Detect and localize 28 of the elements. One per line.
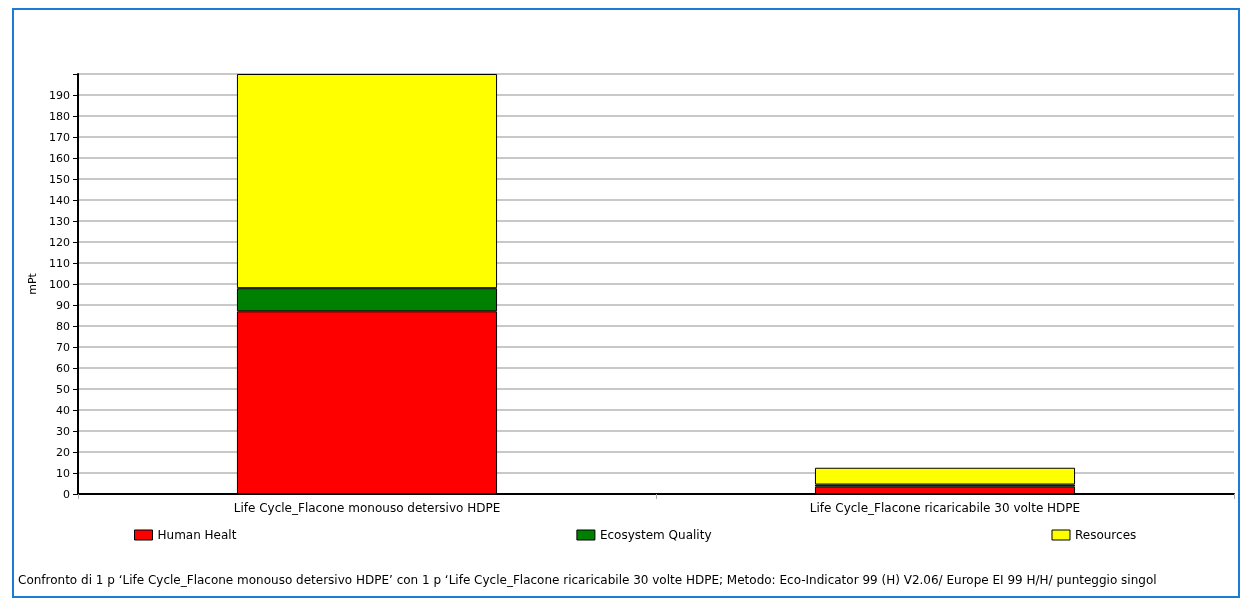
legend-label: Ecosystem Quality: [599, 528, 712, 542]
bar: [814, 467, 1076, 485]
legend-label: Resources: [1074, 528, 1137, 542]
y-tick-label: 170: [49, 130, 70, 144]
y-tick-label: 30: [56, 424, 70, 438]
y-tick-label: 110: [49, 256, 70, 270]
y-tick-label: 190: [49, 88, 70, 102]
y-tick-label: 130: [49, 214, 70, 228]
y-axis-title: mPt: [26, 272, 40, 295]
y-tick-label: 60: [56, 361, 70, 375]
y-tick-label: 80: [56, 319, 70, 333]
y-tick-label: 140: [49, 193, 70, 207]
y-tick-label: 180: [49, 109, 70, 123]
text: Confronto di 1 p ‘Life Cycle_Flacone monouso detersivo HDPE’ con 1 p ‘Life Cycle_Flacone ricaricabile 30 volte HDPE; Metodo: Eco-Indicator 99 (H) V2.06/ Europe EI 99 H/H/ punteggio singol: [18, 573, 1157, 587]
y-tick-label: 120: [49, 235, 70, 249]
x-tick-label: Life Cycle_Flacone ricaricabile 30 volte HDPE: [809, 501, 1081, 515]
y-tick-label: 160: [49, 151, 70, 165]
y-tick-label: 150: [49, 172, 70, 186]
y-tick-label: 0: [63, 487, 70, 501]
y-tick-label: 50: [56, 382, 70, 396]
y-tick-label: 70: [56, 340, 70, 354]
x-tick-label: Life Cycle_Flacone monouso detersivo HDPE: [233, 501, 501, 515]
legend-label: Human Healt: [157, 528, 237, 542]
y-tick-label: 40: [56, 403, 70, 417]
y-tick-label: 90: [56, 298, 70, 312]
y-tick-label: 100: [49, 277, 70, 291]
y-tick-label: 20: [56, 445, 70, 459]
y-tick-label: 10: [56, 466, 70, 480]
